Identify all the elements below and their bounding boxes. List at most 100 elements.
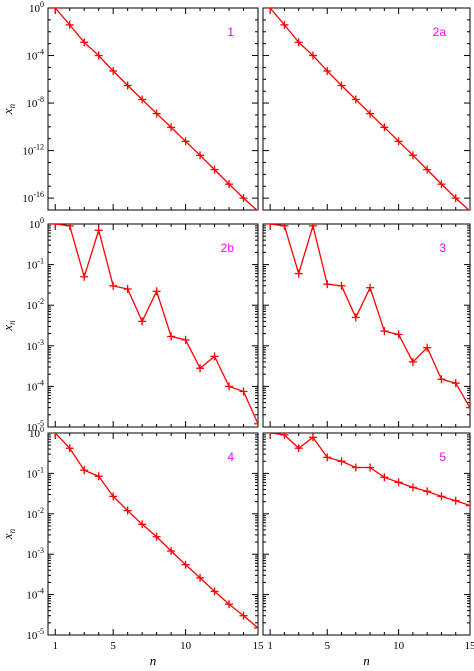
- y-tick-label: 10-4: [26, 48, 44, 63]
- data-point: [423, 343, 432, 352]
- data-point: [323, 280, 332, 289]
- y-axis-label: xn: [0, 103, 17, 115]
- x-tick-label: 5: [110, 640, 116, 652]
- series: [266, 8, 470, 210]
- data-point: [152, 109, 161, 118]
- y-tick-label: 10-1: [26, 465, 44, 480]
- data-point: [254, 623, 258, 632]
- data-point: [80, 38, 89, 47]
- data-point: [239, 194, 248, 203]
- series: [51, 224, 258, 427]
- y-axis-label: xn: [0, 320, 17, 332]
- panel-2a: 2a: [262, 7, 471, 211]
- data-point: [437, 180, 446, 189]
- y-tick-label: 10-2: [26, 297, 44, 312]
- y-tick-label: 10-5: [26, 419, 44, 434]
- y-tick-label: 100: [29, 216, 44, 231]
- data-point: [51, 8, 60, 12]
- y-tick-label: 10-1: [26, 257, 44, 272]
- x-axis-label: n: [150, 653, 157, 668]
- data-point: [167, 123, 176, 132]
- data-point: [337, 81, 346, 90]
- panel-frame: [262, 223, 471, 428]
- data-point: [351, 95, 360, 104]
- data-point: [123, 285, 132, 294]
- data-point: [254, 419, 258, 427]
- data-point: [109, 492, 118, 501]
- data-point: [210, 165, 219, 174]
- data-point: [337, 457, 346, 466]
- y-tick-label: 10-5: [26, 627, 44, 642]
- data-point: [308, 433, 317, 442]
- data-point: [225, 600, 234, 609]
- data-point: [94, 472, 103, 481]
- series: [51, 433, 258, 632]
- series: [266, 433, 470, 510]
- data-point: [466, 403, 470, 412]
- y-tick-label: 10-3: [26, 338, 44, 353]
- data-point: [138, 317, 147, 326]
- panel-frame: [47, 7, 259, 211]
- panel-label: 3: [439, 241, 446, 255]
- panel-frame: [262, 432, 471, 636]
- panel-frame: [262, 7, 471, 211]
- panel-1: 10-16 10-12 10-8 10-4 100 xn 1: [0, 0, 259, 211]
- data-point: [138, 95, 147, 104]
- y-tick-label: 10-12: [22, 143, 44, 158]
- data-point: [181, 335, 190, 344]
- y-tick-label: 10-4: [26, 587, 44, 602]
- series: [266, 224, 470, 412]
- data-point: [196, 151, 205, 160]
- data-point: [308, 51, 317, 60]
- data-point: [123, 81, 132, 90]
- data-point: [152, 532, 161, 541]
- data-point: [394, 137, 403, 146]
- y-axis-label: xn: [0, 528, 17, 540]
- data-point: [308, 224, 317, 230]
- data-point: [210, 587, 219, 596]
- x-axis-label: n: [363, 653, 370, 668]
- data-point: [423, 487, 432, 496]
- data-point: [109, 281, 118, 290]
- data-point: [294, 444, 303, 453]
- data-point: [196, 573, 205, 582]
- data-point: [366, 109, 375, 118]
- data-point: [351, 463, 360, 472]
- data-point: [423, 165, 432, 174]
- panel-label: 1: [227, 25, 234, 39]
- data-point: [51, 433, 60, 437]
- data-point: [225, 382, 234, 391]
- data-point: [266, 433, 275, 437]
- data-point: [394, 478, 403, 487]
- data-point: [181, 137, 190, 146]
- data-point: [280, 224, 289, 230]
- data-point: [65, 224, 74, 230]
- data-point: [181, 560, 190, 569]
- data-point: [408, 151, 417, 160]
- data-point: [239, 387, 248, 396]
- data-point: [337, 281, 346, 290]
- data-point: [80, 466, 89, 475]
- panel-label: 2a: [433, 25, 447, 39]
- data-point: [109, 66, 118, 75]
- data-point: [280, 433, 289, 439]
- data-point: [294, 269, 303, 278]
- data-point: [380, 473, 389, 482]
- x-tick-label: 10: [393, 640, 405, 652]
- data-point: [266, 8, 275, 12]
- data-point: [394, 330, 403, 339]
- panel-frame: [47, 432, 259, 636]
- data-point: [65, 20, 74, 29]
- x-tick-label: 1: [52, 640, 58, 652]
- panel-2b: 10-5 10-4 10-3 10-2 10-1 100 xn 2b: [0, 216, 259, 434]
- y-tick-label: 10-4: [26, 378, 44, 393]
- data-point: [239, 611, 248, 620]
- y-tick-label: 100: [29, 425, 44, 440]
- data-point: [323, 453, 332, 462]
- y-tick-label: 10-2: [26, 506, 44, 521]
- data-point: [294, 38, 303, 47]
- panel-3: 3: [262, 223, 471, 428]
- panel-label: 5: [439, 450, 446, 464]
